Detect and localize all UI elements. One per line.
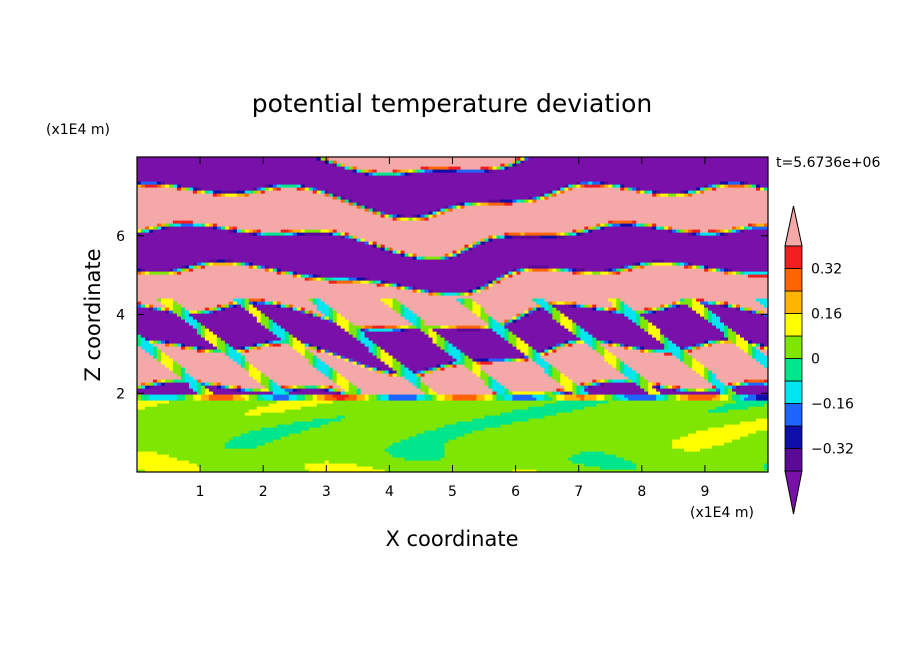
colorbar-tick-label: 0.16 xyxy=(811,307,842,323)
x-tick-label: 8 xyxy=(637,484,646,500)
x-axis-label: X coordinate xyxy=(385,527,518,551)
x-axis: 1 2 3 4 5 6 7 8 9 xyxy=(196,157,709,500)
colorbar-tick-label: −0.32 xyxy=(811,442,854,458)
colorbar-swatch xyxy=(784,380,803,404)
colorbar-swatch xyxy=(784,268,803,292)
x-tick-label: 6 xyxy=(511,484,520,500)
colorbar-swatch xyxy=(784,425,803,449)
x-tick-label: 5 xyxy=(448,484,457,500)
colorbar-over-arrow xyxy=(784,205,803,247)
colorbar-swatch xyxy=(784,245,803,269)
time-label: t=5.6736e+06 xyxy=(776,155,880,171)
colorbar: 0.32 0.16 0 −0.16 −0.32 xyxy=(784,205,854,515)
y-axis-label: Z coordinate xyxy=(81,248,105,381)
x-tick-label: 7 xyxy=(574,484,583,500)
x-tick-label: 2 xyxy=(259,484,268,500)
colorbar-swatch xyxy=(784,335,803,359)
y-axis: 2 4 6 xyxy=(116,229,768,402)
colorbar-swatch xyxy=(784,403,803,427)
colorbar-swatch xyxy=(784,290,803,314)
colorbar-under-arrow xyxy=(784,470,803,515)
heatmap-field xyxy=(137,157,768,472)
chart-title: potential temperature deviation xyxy=(252,89,652,118)
x-tick-label: 3 xyxy=(322,484,331,500)
colorbar-swatch xyxy=(784,313,803,337)
x-tick-label: 1 xyxy=(196,484,205,500)
y-tick-label: 6 xyxy=(116,229,125,245)
colorbar-swatch xyxy=(784,448,803,472)
x-unit-label: (x1E4 m) xyxy=(690,505,754,521)
x-tick-label: 4 xyxy=(385,484,394,500)
x-tick-label: 9 xyxy=(700,484,709,500)
y-unit-label: (x1E4 m) xyxy=(46,122,110,138)
colorbar-swatch xyxy=(784,358,803,382)
colorbar-tick-label: 0 xyxy=(811,352,820,368)
y-tick-label: 2 xyxy=(116,386,125,402)
y-tick-label: 4 xyxy=(116,308,125,324)
colorbar-tick-label: −0.16 xyxy=(811,397,854,413)
colorbar-tick-label: 0.32 xyxy=(811,262,842,278)
